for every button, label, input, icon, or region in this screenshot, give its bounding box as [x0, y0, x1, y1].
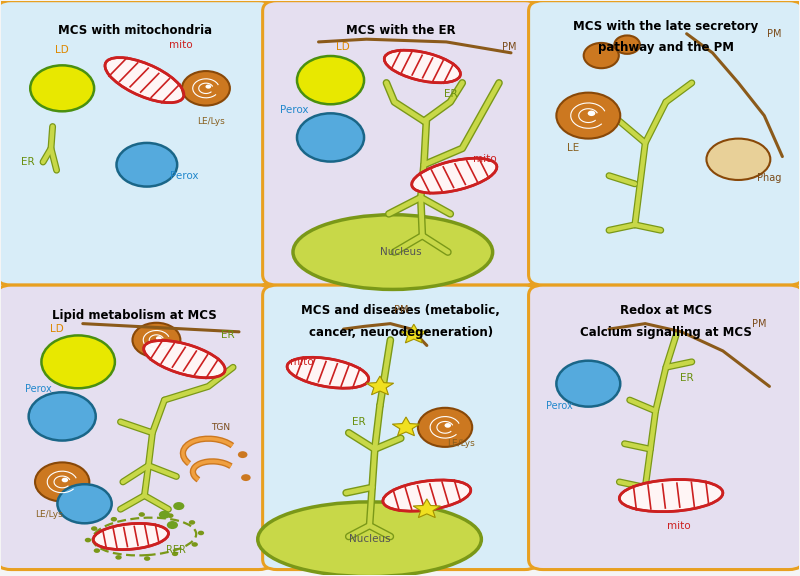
Ellipse shape: [94, 524, 169, 550]
Text: LE/Lys: LE/Lys: [34, 510, 62, 519]
Circle shape: [241, 474, 250, 481]
Text: RER: RER: [166, 545, 186, 555]
Text: LE/Lys: LE/Lys: [197, 116, 225, 126]
Circle shape: [418, 408, 472, 447]
Ellipse shape: [619, 479, 723, 511]
Circle shape: [29, 392, 96, 441]
FancyBboxPatch shape: [0, 1, 273, 285]
Text: LD: LD: [55, 45, 69, 55]
Circle shape: [173, 502, 184, 510]
Text: PM: PM: [502, 43, 517, 52]
Text: TGN: TGN: [210, 423, 230, 432]
Ellipse shape: [293, 215, 493, 289]
Circle shape: [556, 93, 620, 139]
Text: pathway and the PM: pathway and the PM: [598, 41, 734, 54]
Circle shape: [94, 548, 100, 553]
Circle shape: [91, 526, 98, 531]
Circle shape: [133, 323, 180, 357]
Text: ER: ER: [443, 89, 457, 98]
Circle shape: [556, 361, 620, 407]
Text: ER: ER: [222, 329, 235, 339]
Text: ER: ER: [22, 157, 35, 167]
Circle shape: [156, 336, 162, 340]
Ellipse shape: [287, 357, 369, 388]
Circle shape: [62, 478, 68, 482]
Circle shape: [297, 113, 364, 162]
Polygon shape: [413, 499, 441, 518]
Circle shape: [159, 511, 170, 519]
Circle shape: [117, 143, 177, 187]
Circle shape: [42, 335, 115, 388]
Circle shape: [584, 43, 619, 68]
Text: cancer, neurodegeneration): cancer, neurodegeneration): [309, 326, 493, 339]
Text: Perox: Perox: [546, 400, 574, 411]
Ellipse shape: [384, 50, 461, 83]
Ellipse shape: [105, 58, 184, 103]
Text: ER: ER: [680, 373, 694, 383]
Text: LE: LE: [566, 143, 579, 153]
FancyBboxPatch shape: [262, 1, 539, 285]
Circle shape: [182, 71, 230, 105]
Circle shape: [614, 36, 640, 54]
Circle shape: [206, 85, 211, 89]
Text: ER: ER: [352, 417, 366, 427]
Text: Redox at MCS: Redox at MCS: [620, 305, 712, 317]
Circle shape: [30, 65, 94, 111]
Text: MCS and diseases (metabolic,: MCS and diseases (metabolic,: [302, 305, 500, 317]
Circle shape: [588, 111, 595, 116]
Circle shape: [110, 517, 117, 521]
Circle shape: [172, 552, 178, 556]
Ellipse shape: [412, 158, 497, 193]
Text: mito: mito: [473, 154, 497, 164]
Text: Lipid metabolism at MCS: Lipid metabolism at MCS: [53, 309, 218, 321]
Text: Phag: Phag: [758, 173, 782, 183]
Circle shape: [138, 512, 145, 517]
Circle shape: [198, 530, 204, 535]
Text: MCS with the ER: MCS with the ER: [346, 24, 456, 37]
Text: LE/Lys: LE/Lys: [447, 439, 474, 448]
Polygon shape: [400, 324, 427, 343]
FancyBboxPatch shape: [0, 285, 273, 570]
FancyBboxPatch shape: [529, 1, 800, 285]
Circle shape: [85, 538, 91, 543]
Circle shape: [238, 451, 247, 458]
Circle shape: [115, 555, 122, 560]
Circle shape: [189, 520, 195, 525]
Polygon shape: [366, 376, 394, 395]
Ellipse shape: [706, 139, 770, 180]
Ellipse shape: [144, 340, 225, 378]
Text: mito: mito: [667, 521, 690, 530]
Circle shape: [297, 56, 364, 104]
Text: MCS with the late secretory: MCS with the late secretory: [574, 20, 758, 33]
Text: LD: LD: [50, 324, 63, 334]
Text: PM: PM: [767, 29, 782, 39]
Circle shape: [191, 542, 198, 547]
Text: MCS with mitochondria: MCS with mitochondria: [58, 24, 212, 37]
Ellipse shape: [258, 502, 482, 576]
Text: LD: LD: [336, 43, 350, 52]
Circle shape: [144, 556, 150, 561]
Ellipse shape: [383, 480, 470, 511]
Polygon shape: [392, 417, 420, 435]
Text: PM: PM: [394, 305, 408, 315]
Text: Nucleus: Nucleus: [380, 247, 422, 257]
Circle shape: [167, 521, 178, 529]
Circle shape: [35, 463, 90, 502]
Text: Nucleus: Nucleus: [349, 535, 390, 544]
Circle shape: [58, 484, 112, 524]
Text: mito: mito: [290, 357, 314, 367]
FancyBboxPatch shape: [262, 285, 539, 570]
Text: mito: mito: [169, 40, 192, 50]
Text: PM: PM: [752, 319, 766, 329]
Text: Perox: Perox: [280, 105, 309, 115]
Circle shape: [167, 513, 174, 518]
Text: Calcium signalling at MCS: Calcium signalling at MCS: [580, 326, 752, 339]
FancyBboxPatch shape: [529, 285, 800, 570]
Text: Perox: Perox: [170, 170, 198, 181]
Text: Perox: Perox: [25, 384, 51, 394]
Circle shape: [445, 423, 451, 428]
